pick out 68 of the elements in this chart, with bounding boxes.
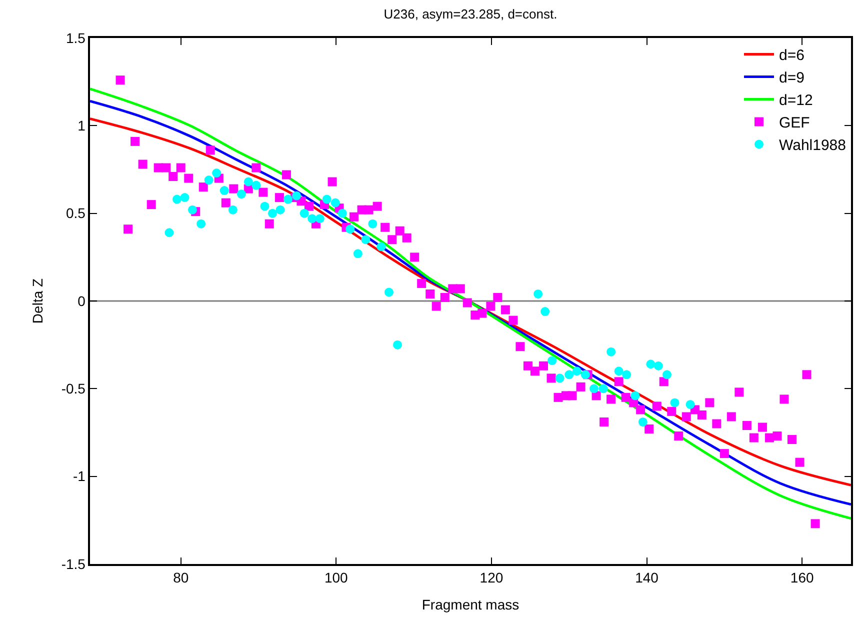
point: [662, 370, 672, 380]
point: [204, 176, 214, 185]
x-tick-label: 120: [480, 570, 504, 586]
chart-title: U236, asym=23.285, d=const.: [384, 6, 558, 22]
point: [548, 356, 557, 366]
x-tick-label: 100: [324, 570, 348, 586]
point: [196, 219, 206, 228]
point: [252, 180, 261, 190]
point: [180, 193, 190, 202]
y-tick-label: 1.5: [66, 30, 86, 46]
point: [172, 194, 182, 204]
y-tick-label: -1: [72, 468, 86, 484]
point: [236, 190, 246, 199]
point: [308, 214, 317, 224]
point: [606, 347, 616, 356]
point: [384, 288, 394, 297]
point: [188, 205, 197, 214]
point: [284, 194, 293, 204]
x-tick-label: 80: [173, 570, 189, 586]
y-axis-title: Delta Z: [29, 278, 46, 324]
point: [589, 384, 598, 394]
x-tick-label: 160: [790, 570, 814, 586]
point: [212, 168, 222, 178]
point: [346, 224, 355, 234]
y-tick-label: 0: [78, 292, 86, 309]
point: [598, 384, 608, 394]
point: [260, 202, 270, 211]
point: [580, 370, 590, 380]
y-tick-label: -1.5: [61, 556, 86, 572]
y-tick-label: 0.5: [66, 205, 86, 222]
legend-label: Wahl1988: [779, 137, 846, 154]
point: [638, 417, 648, 426]
legend-label: GEF: [779, 114, 810, 132]
point: [614, 366, 624, 376]
point: [300, 208, 309, 218]
y-tick-label: 1: [78, 118, 86, 134]
point: [540, 307, 550, 316]
point: [630, 391, 640, 400]
point: [564, 370, 574, 380]
point: [555, 374, 564, 383]
point: [622, 370, 632, 380]
point: [572, 366, 582, 376]
point: [353, 249, 362, 258]
point: [315, 214, 324, 224]
point: [376, 242, 386, 252]
point: [228, 205, 238, 214]
point: [268, 208, 277, 218]
point: [322, 194, 332, 204]
point: [164, 228, 174, 238]
point: [534, 289, 543, 298]
point: [670, 398, 680, 408]
x-axis-title: Fragment mass: [422, 596, 520, 612]
x-tick-label: 140: [635, 570, 659, 586]
point: [393, 340, 402, 350]
point: [220, 186, 229, 196]
point: [244, 177, 253, 186]
point: [338, 208, 347, 218]
legend-label: d=9: [779, 70, 804, 87]
point: [330, 198, 340, 208]
point: [686, 400, 695, 409]
point: [646, 360, 656, 369]
legend-label: d=12: [779, 92, 813, 110]
legend-label: d=6: [779, 47, 804, 64]
point: [368, 219, 378, 228]
point: [654, 361, 663, 370]
y-tick-label: -0.5: [61, 380, 86, 397]
point: [276, 205, 285, 214]
point: [361, 235, 370, 244]
